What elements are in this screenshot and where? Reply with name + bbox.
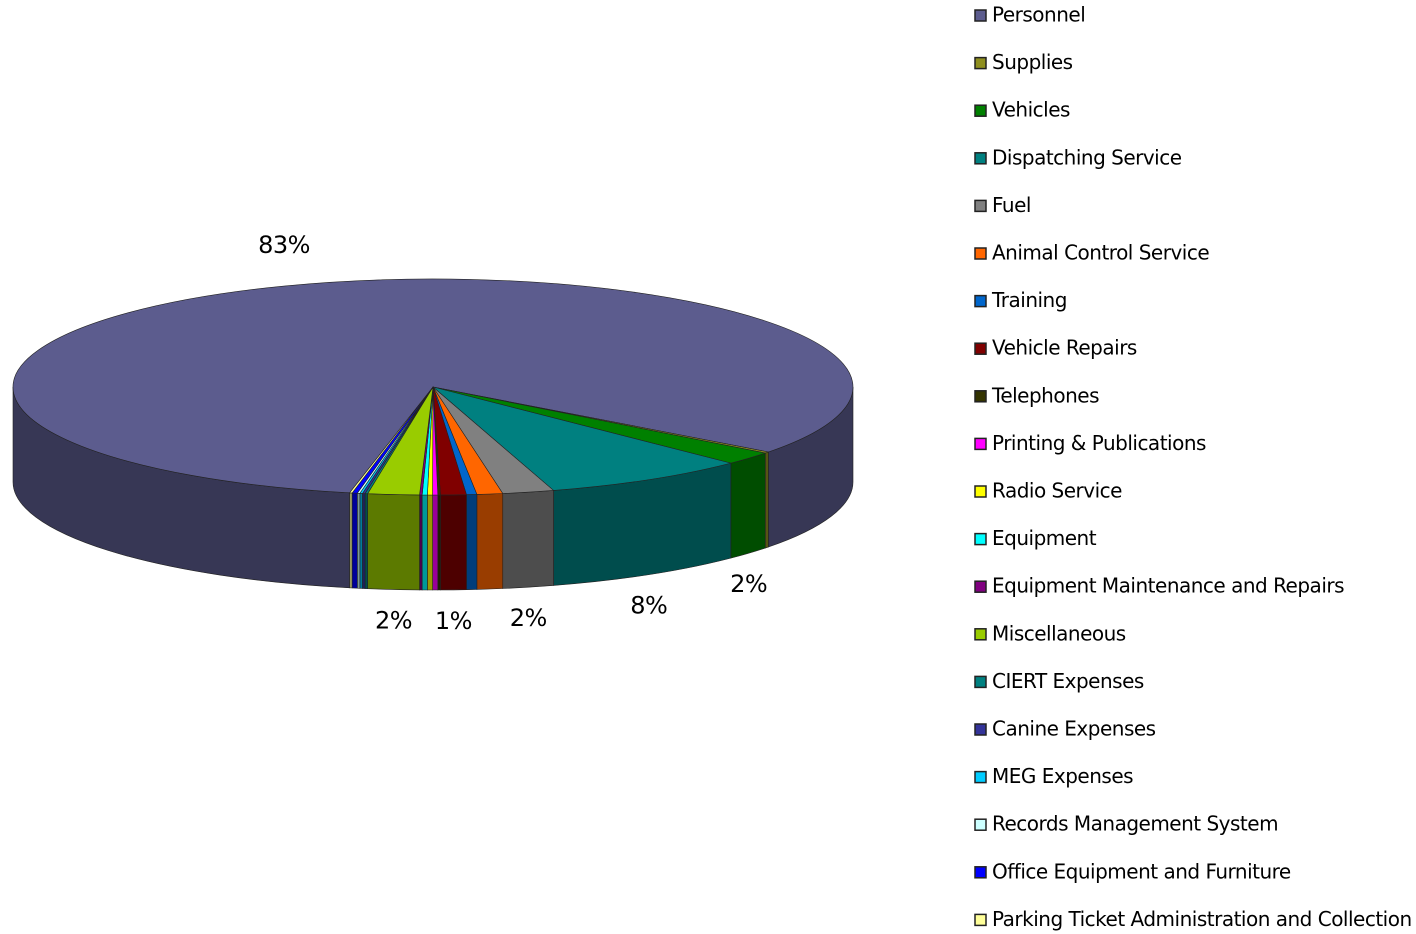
slice (349, 386, 434, 494)
slice-side (502, 490, 554, 589)
legend-label: Vehicle Repairs (992, 336, 1137, 360)
pie: 83% 2% 8% 2% 1% 2% (12, 231, 854, 635)
legend-swatch (974, 866, 987, 879)
legend-label: Records Management System (992, 812, 1278, 836)
legend-label: Canine Expenses (992, 717, 1156, 741)
legend-swatch (974, 390, 987, 403)
legend-label: Miscellaneous (992, 621, 1126, 645)
legend-label: Vehicles (992, 98, 1070, 122)
slice-side (362, 493, 366, 589)
slice (432, 386, 731, 491)
legend-label: Training (991, 288, 1067, 312)
legend-swatch (974, 342, 987, 355)
legend-label: CIERT Expenses (992, 669, 1144, 693)
slice-side (349, 492, 353, 589)
legend: Personnel Supplies Vehicles Dispatching Ser… (974, 3, 1412, 931)
slice (12, 278, 854, 494)
legend-label: Dispatching Service (992, 145, 1182, 169)
slice-side (351, 492, 358, 589)
legend-swatch (974, 247, 987, 260)
legend-label: Radio Service (992, 479, 1122, 503)
slice-side (476, 493, 504, 590)
slice-side (466, 494, 478, 590)
slice-side (730, 452, 766, 559)
legend-label: Personnel (992, 3, 1085, 27)
legend-label: Parking Ticket Administration and Collec… (992, 907, 1412, 931)
legend-label: Telephones (991, 383, 1099, 407)
data-label: 1% (435, 607, 472, 635)
legend-swatch (974, 580, 987, 593)
legend-label: Printing & Publications (992, 431, 1206, 455)
slice-side (419, 494, 423, 591)
legend-swatch (974, 9, 987, 22)
slice-side (367, 493, 420, 591)
legend-swatch (974, 770, 987, 784)
data-label: 8% (630, 592, 667, 620)
slice-side (421, 494, 428, 591)
legend-label: Animal Control Service (992, 241, 1209, 265)
slice-side (364, 493, 368, 589)
legend-swatch (974, 485, 987, 498)
slice-side (764, 451, 769, 549)
data-label: 2% (730, 570, 767, 598)
slice-side (437, 494, 441, 591)
legend-swatch (974, 56, 987, 70)
legend-label: MEG Expenses (992, 764, 1133, 788)
legend-label: Fuel (992, 193, 1031, 217)
legend-swatch (974, 532, 987, 546)
legend-swatch (974, 723, 987, 736)
slice-side (432, 494, 439, 591)
legend-swatch (974, 437, 987, 451)
legend-swatch (974, 675, 987, 689)
data-label: 2% (510, 604, 547, 632)
legend-label: Equipment (992, 526, 1097, 550)
slice-side (440, 494, 467, 591)
slice-side (427, 494, 433, 591)
legend-label: Supplies (992, 50, 1073, 74)
data-label: 2% (375, 607, 412, 635)
legend-label: Equipment Maintenance and Repairs (992, 574, 1344, 598)
legend-swatch (974, 628, 987, 641)
data-label: 83% (258, 231, 310, 259)
slice-side (357, 492, 361, 589)
legend-swatch (974, 294, 987, 308)
legend-swatch (974, 199, 987, 213)
legend-swatch (974, 913, 987, 927)
legend-label: Office Equipment and Furniture (992, 859, 1291, 883)
legend-swatch (974, 104, 987, 117)
slice-side (359, 493, 363, 589)
legend-swatch (974, 818, 987, 831)
legend-swatch (974, 152, 987, 165)
